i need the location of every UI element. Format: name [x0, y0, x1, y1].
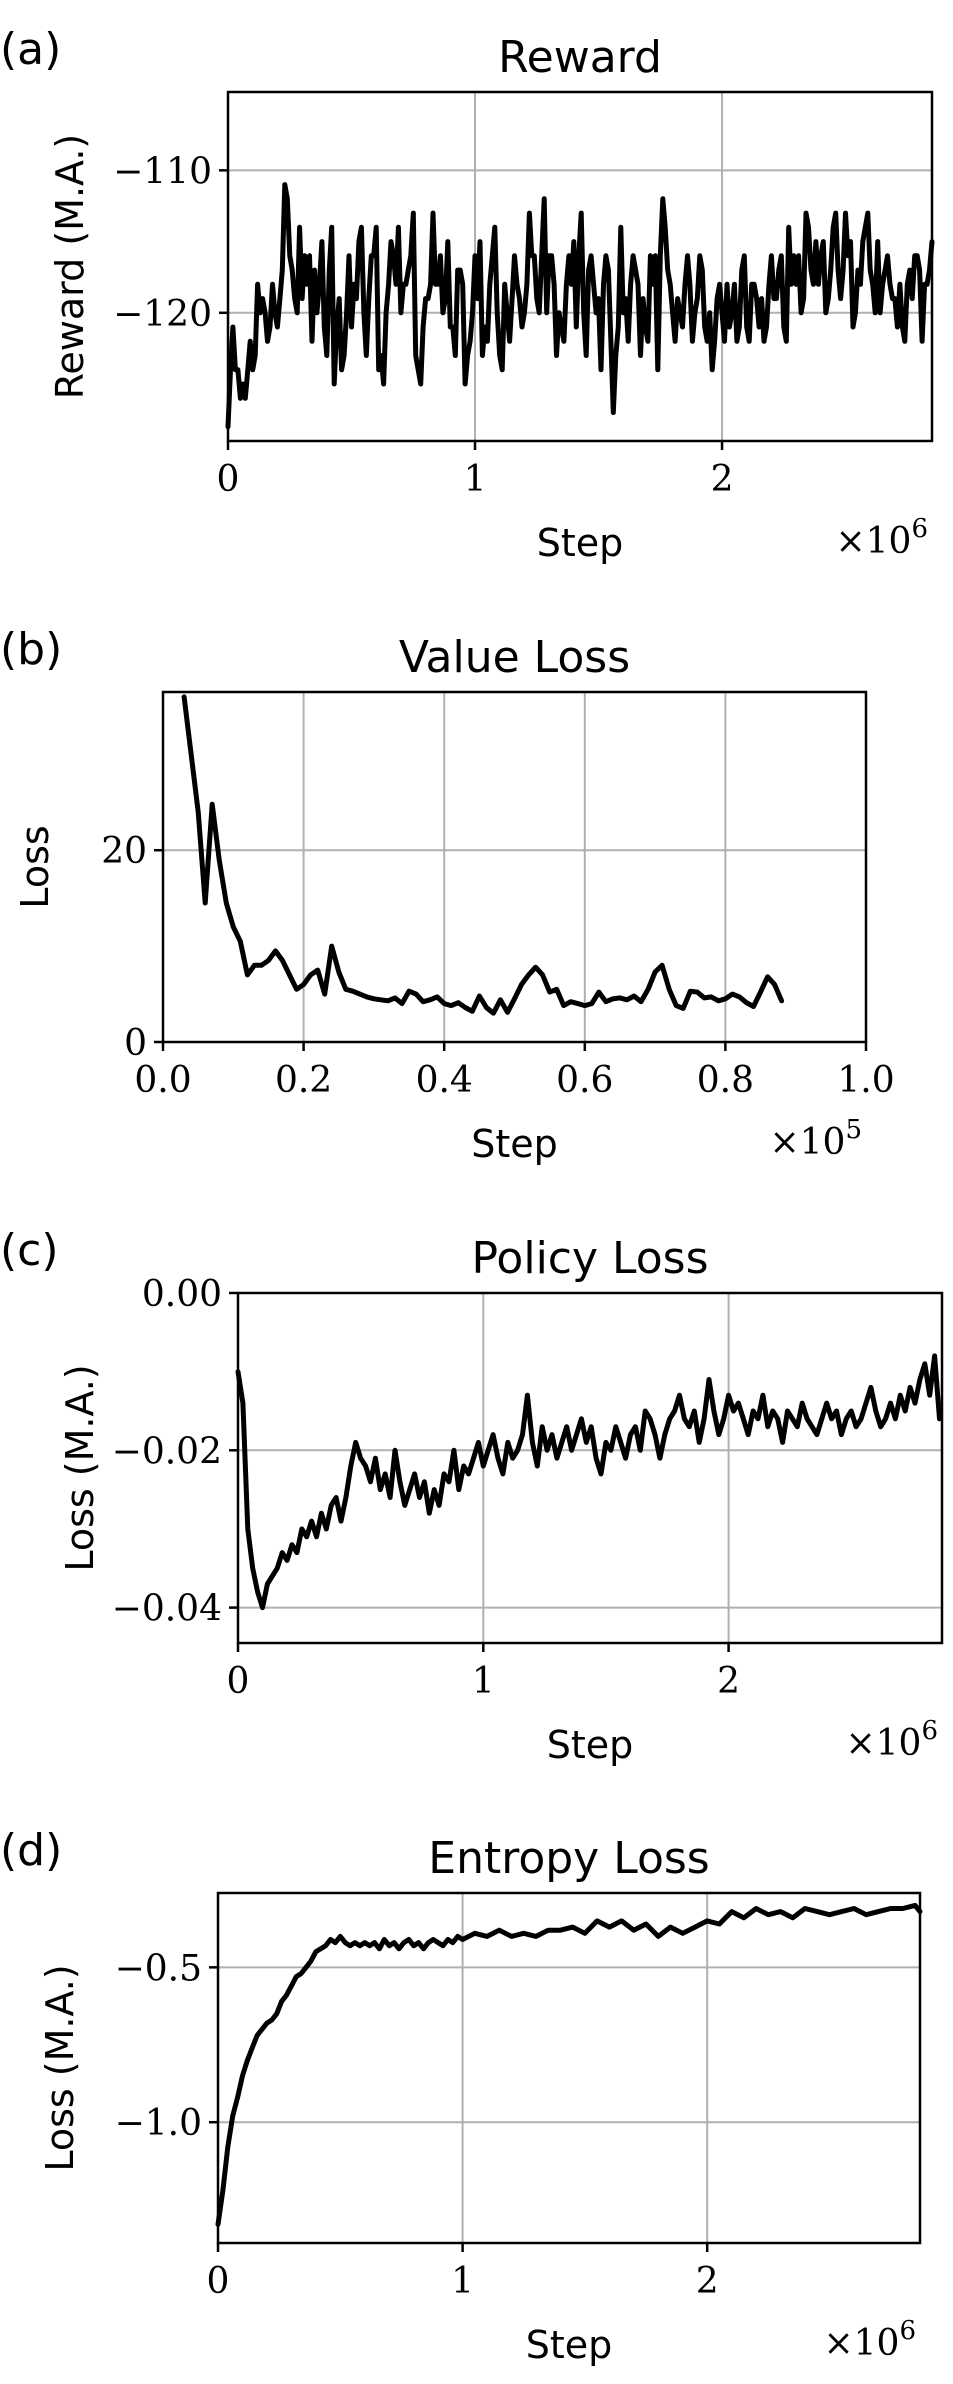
x-tick-label: 0.2 — [275, 1060, 332, 1101]
x-axis-label: Step — [526, 2323, 613, 2367]
panel-label: (d) — [0, 1825, 62, 1876]
axes-frame — [216, 1891, 922, 2245]
series-line — [181, 694, 785, 1016]
y-axis-label: Loss (M.A.) — [38, 1964, 82, 2171]
x-tick-label: 1 — [451, 2261, 474, 2302]
x-tick-label: 0 — [227, 1661, 250, 1702]
x-tick-label: 0.0 — [134, 1060, 191, 1101]
x-axis-multiplier: ×105 — [769, 1115, 862, 1163]
y-tick-label: −1.0 — [115, 2103, 202, 2144]
x-axis-multiplier: ×106 — [823, 2316, 916, 2364]
chart-title: Value Loss — [399, 632, 630, 683]
series-line — [235, 1353, 942, 1611]
x-axis-label: Step — [537, 521, 624, 565]
y-tick-label: −0.02 — [112, 1431, 222, 1472]
x-tick-label: 0 — [207, 2261, 230, 2302]
x-tick-label: 2 — [717, 1661, 740, 1702]
series-line — [225, 182, 935, 430]
x-tick-label: 2 — [711, 459, 734, 500]
y-tick-label: −0.5 — [115, 1948, 202, 1989]
axes-frame — [226, 90, 934, 443]
x-tick-label: 1 — [464, 459, 487, 500]
x-axis-label: Step — [471, 1122, 558, 1166]
x-tick-label: 0.4 — [416, 1060, 473, 1101]
y-tick-label: −120 — [113, 294, 212, 335]
x-axis-label: Step — [547, 1723, 634, 1767]
panel-a: (a) Reward 0 1 2 −110 −120 Step ×106 Reward (M.A.… — [0, 24, 935, 565]
y-axis-label: Loss — [13, 825, 57, 908]
y-tick-label: 0 — [124, 1023, 147, 1064]
panel-label: (c) — [0, 1225, 59, 1276]
y-axis-label: Reward (M.A.) — [48, 134, 92, 400]
y-tick-label: −110 — [113, 151, 212, 192]
panel-d: (d) Entropy Loss 0 1 2 −0.5 −1.0 Step ×106 Loss (… — [0, 1825, 923, 2367]
x-tick-label: 2 — [696, 2261, 719, 2302]
y-tick-label: 20 — [101, 831, 147, 872]
x-tick-label: 0 — [217, 459, 240, 500]
y-axis-label: Loss (M.A.) — [58, 1364, 102, 1571]
chart-title: Reward — [498, 32, 662, 83]
x-axis-multiplier: ×106 — [845, 1716, 938, 1764]
axes-frame — [236, 1291, 944, 1645]
y-tick-label: −0.04 — [112, 1589, 222, 1630]
chart-title: Entropy Loss — [428, 1833, 709, 1884]
y-tick-label: 0.00 — [142, 1274, 222, 1315]
panel-label: (b) — [0, 624, 62, 675]
x-tick-label: 1.0 — [837, 1060, 894, 1101]
axes-frame — [161, 690, 868, 1044]
x-tick-label: 0.8 — [697, 1060, 754, 1101]
chart-title: Policy Loss — [471, 1233, 708, 1284]
x-axis-multiplier: ×106 — [835, 514, 928, 562]
x-tick-label: 1 — [472, 1661, 495, 1702]
panel-c: (c) Policy Loss 0 1 2 0.00 −0.02 −0.04 Step ×106 L… — [0, 1225, 944, 1767]
panel-b: (b) Value Loss 0.0 0.2 0.4 0.6 0.8 1.0 0 20 Step ×1… — [0, 624, 895, 1166]
panel-label: (a) — [0, 24, 61, 75]
x-tick-label: 0.6 — [556, 1060, 613, 1101]
series-line — [215, 1902, 923, 2227]
